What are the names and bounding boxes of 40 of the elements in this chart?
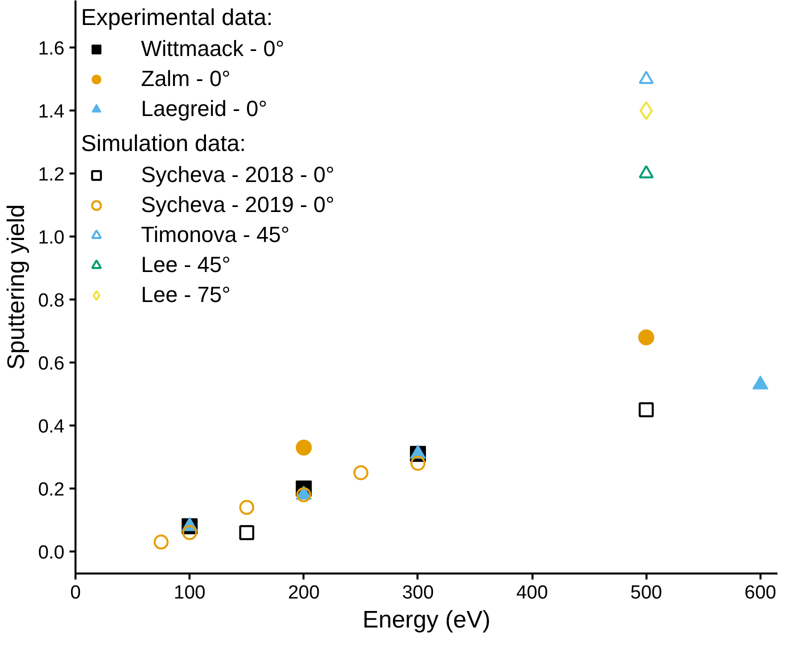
x-tick-label: 400 <box>516 582 548 604</box>
point <box>239 500 254 515</box>
y-tick-label: 1.6 <box>38 38 65 60</box>
y-tick-label: 1.4 <box>38 102 65 123</box>
legend-label: Lee - 75° <box>141 282 231 308</box>
point <box>182 525 198 540</box>
x-tick-label: 0 <box>70 582 81 604</box>
point <box>353 465 368 480</box>
legend-label: Laegreid - 0° <box>141 96 268 122</box>
x-tick-label: 300 <box>402 582 434 604</box>
x-tick-label: 500 <box>630 582 662 604</box>
point <box>638 329 654 346</box>
legend-label: Lee - 45° <box>141 252 231 278</box>
y-tick-label: 0.8 <box>38 290 65 312</box>
legend-label: Timonova - 45° <box>141 222 290 248</box>
y-tick-label: 1.0 <box>38 228 65 249</box>
point <box>296 440 312 456</box>
y-axis-title: Sputtering yield <box>3 204 30 370</box>
x-axis-title: Energy (eV) <box>362 606 491 634</box>
legend-label: Sycheva - 2018 - 0° <box>141 162 334 188</box>
point <box>638 165 654 178</box>
text: Experimental data: <box>81 4 273 30</box>
y-tick-label: 0.6 <box>38 354 65 375</box>
y-tick-label: 0.2 <box>38 479 65 500</box>
point <box>154 534 169 550</box>
point <box>296 487 312 502</box>
y-tick-label: 0.0 <box>38 542 65 564</box>
point <box>239 525 254 540</box>
x-tick-label: 600 <box>744 582 776 604</box>
point <box>638 70 654 84</box>
x-tick-label: 100 <box>174 582 206 604</box>
legend-label: Wittmaack - 0° <box>141 36 284 62</box>
legend-label: Sycheva - 2019 - 0° <box>141 192 334 218</box>
x-tick-label: 200 <box>288 582 320 604</box>
point <box>410 456 426 471</box>
text: Simulation data: <box>81 130 246 156</box>
point <box>638 402 654 418</box>
legend-label: Zalm - 0° <box>141 66 230 92</box>
y-tick-label: 1.2 <box>38 164 65 186</box>
y-tick-label: 0.4 <box>38 416 65 438</box>
